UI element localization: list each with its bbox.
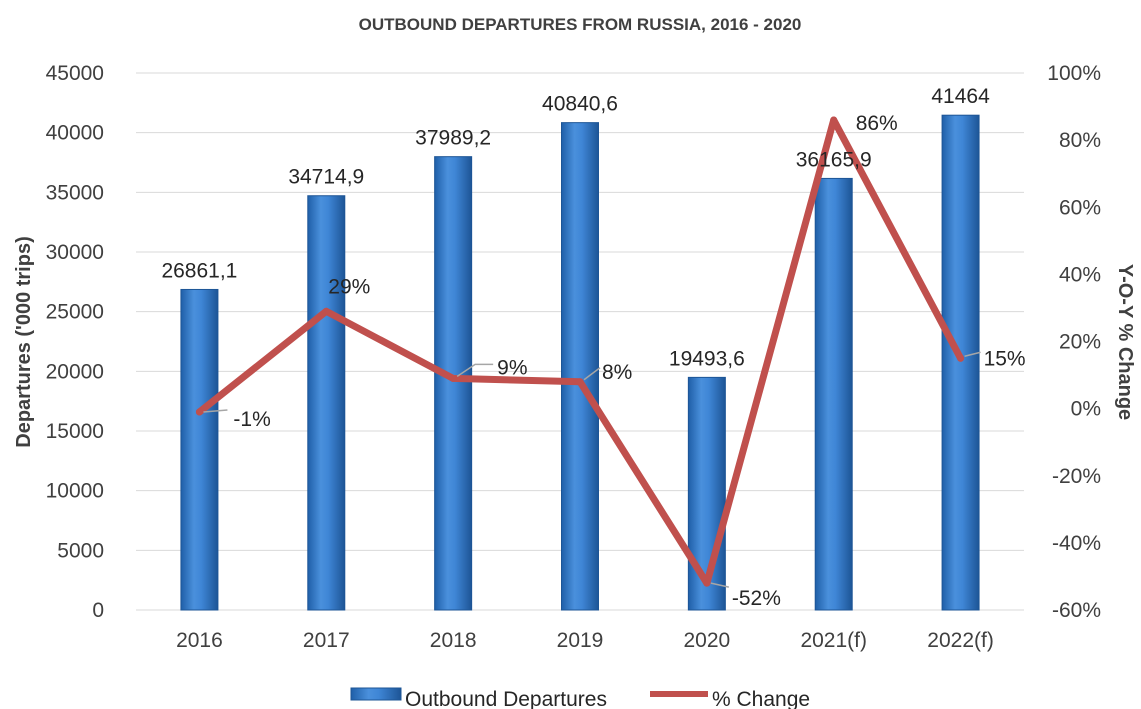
label-leader-line bbox=[456, 363, 494, 378]
y-tick-label: 40000 bbox=[46, 122, 104, 145]
bar bbox=[307, 195, 346, 611]
line-point bbox=[830, 116, 838, 124]
bar-value-label: 34714,9 bbox=[288, 166, 364, 189]
line-point bbox=[957, 354, 965, 362]
legend-line-label: % Change bbox=[712, 688, 810, 709]
y-tick-label: 5000 bbox=[57, 539, 104, 562]
bar bbox=[561, 122, 599, 611]
x-tick-label: 2020 bbox=[683, 629, 730, 652]
axes: 0 5000 10000 15000 20000 25000 30000 35000 40000… bbox=[46, 62, 1101, 652]
line-series bbox=[195, 116, 965, 587]
y2-tick-label: 80% bbox=[1059, 129, 1101, 152]
x-tick-label: 2018 bbox=[430, 629, 477, 652]
x-tick-label: 2022(f) bbox=[927, 629, 994, 652]
y2-tick-label: -40% bbox=[1052, 532, 1101, 555]
chart-title: OUTBOUND DEPARTURES FROM RUSSIA, 2016 - … bbox=[359, 15, 802, 34]
percent-change-label: 9% bbox=[497, 356, 527, 379]
x-tick-label: 2017 bbox=[303, 629, 350, 652]
bar-value-label: 37989,2 bbox=[415, 127, 491, 150]
label-leader-line bbox=[583, 367, 601, 381]
percent-change-label: -52% bbox=[732, 587, 781, 610]
y-tick-label: 35000 bbox=[46, 181, 104, 204]
legend: Outbound Departures % Change bbox=[350, 687, 810, 709]
y-tick-label: 15000 bbox=[46, 420, 104, 443]
data-labels: 26861,1 34714,9 37989,2 40840,6 19493,6 36165… bbox=[161, 85, 1025, 610]
legend-bar-label: Outbound Departures bbox=[405, 688, 607, 709]
y2-tick-label: 40% bbox=[1059, 263, 1101, 286]
bar-value-label: 36165,9 bbox=[796, 148, 872, 171]
x-tick-label: 2019 bbox=[557, 629, 604, 652]
y-tick-label: 30000 bbox=[46, 241, 104, 264]
label-leader-line bbox=[710, 582, 730, 588]
percent-change-label: 86% bbox=[856, 112, 898, 135]
bar bbox=[941, 114, 980, 611]
line-point bbox=[703, 579, 711, 587]
y-tick-label: 25000 bbox=[46, 301, 104, 324]
y-tick-label: 45000 bbox=[46, 62, 104, 85]
y-tick-label: 0 bbox=[92, 599, 104, 622]
bar bbox=[814, 177, 853, 611]
legend-bar-swatch bbox=[350, 687, 402, 701]
y2-axis-title: Y-O-Y % Change bbox=[1114, 264, 1136, 420]
bar-value-label: 41464 bbox=[931, 85, 990, 108]
x-tick-label: 2021(f) bbox=[800, 629, 867, 652]
label-leader-line bbox=[964, 351, 981, 358]
label-leader-line bbox=[203, 409, 228, 413]
percent-change-label: 8% bbox=[602, 361, 632, 384]
line-point bbox=[576, 378, 584, 386]
percent-change-label: 29% bbox=[328, 275, 370, 298]
bar-value-label: 19493,6 bbox=[669, 347, 745, 370]
y2-tick-label: 100% bbox=[1047, 62, 1101, 85]
y2-tick-label: -20% bbox=[1052, 465, 1101, 488]
y-tick-label: 10000 bbox=[46, 480, 104, 503]
bar-value-label: 26861,1 bbox=[161, 259, 237, 282]
y2-tick-label: 20% bbox=[1059, 331, 1101, 354]
x-tick-label: 2016 bbox=[176, 629, 223, 652]
y2-tick-label: -60% bbox=[1052, 599, 1101, 622]
bar-value-label: 40840,6 bbox=[542, 93, 618, 116]
y2-tick-label: 0% bbox=[1071, 398, 1101, 421]
bar bbox=[434, 156, 473, 611]
line-point bbox=[449, 374, 457, 382]
percent-change-label: 15% bbox=[984, 347, 1026, 370]
y2-tick-label: 60% bbox=[1059, 196, 1101, 219]
line-point bbox=[322, 307, 330, 315]
bar-series bbox=[180, 114, 980, 611]
percent-change-label: -1% bbox=[233, 408, 270, 431]
bar bbox=[180, 288, 219, 611]
line-point bbox=[195, 408, 203, 416]
y-axis-title: Departures ('000 trips) bbox=[13, 236, 35, 448]
y-tick-label: 20000 bbox=[46, 360, 104, 383]
